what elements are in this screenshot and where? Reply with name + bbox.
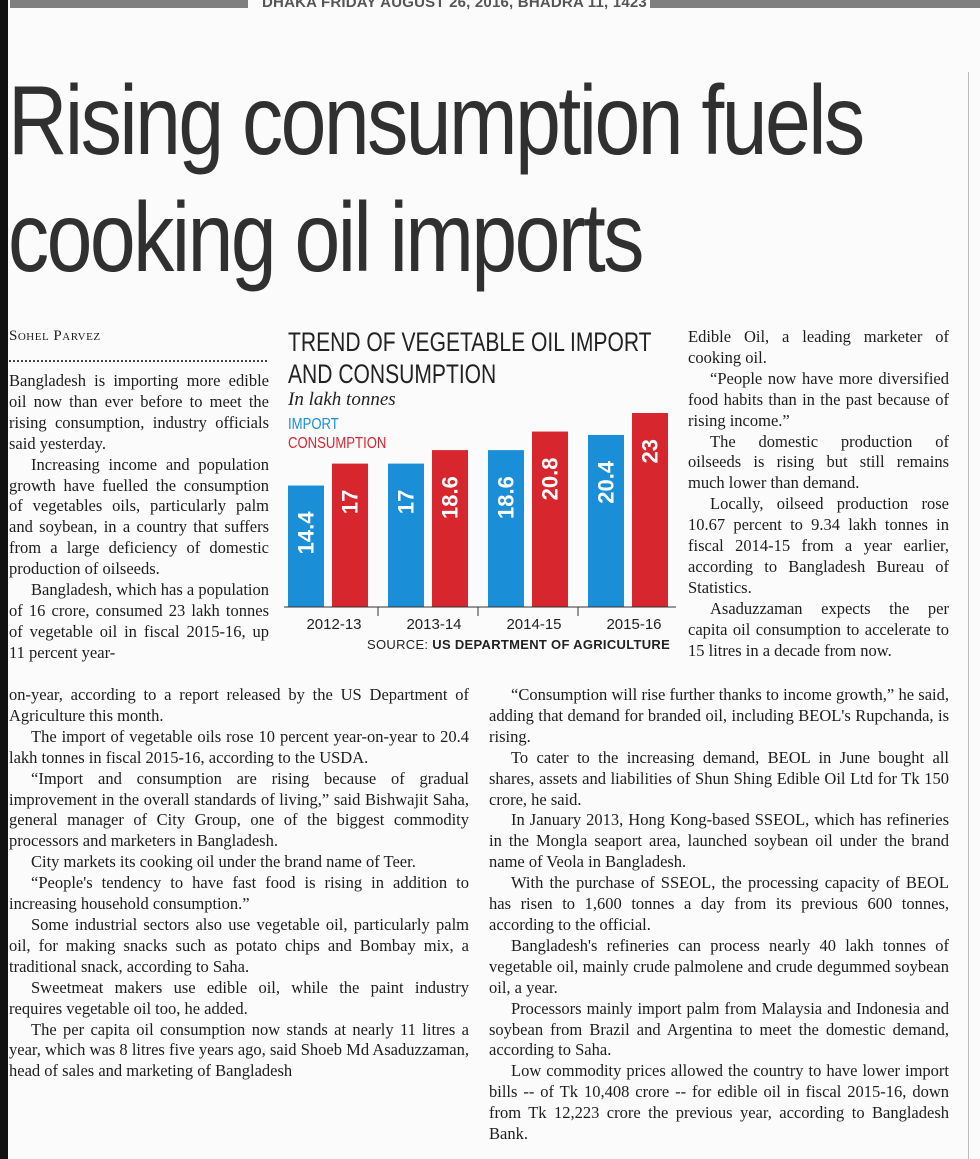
paragraph: To cater to the increasing demand, BEOL … — [489, 747, 949, 809]
paragraph: Low commodity prices allowed the country… — [489, 1061, 949, 1144]
chart-unit: In lakh tonnes — [288, 389, 396, 410]
data-label: 18.6 — [494, 476, 519, 519]
data-label: 20.8 — [538, 458, 563, 501]
chart-title-line-1: TREND OF VEGETABLE OIL IMPORT — [288, 327, 652, 357]
masthead-bar-right — [650, 0, 980, 8]
headline-line-1: Rising consumption fuels — [8, 65, 865, 175]
paragraph: “People now have more diversified food h… — [688, 368, 949, 430]
article-column-1: Bangladesh is importing more edible oil … — [9, 371, 269, 664]
paragraph: Increasing income and population growth … — [9, 454, 269, 579]
bar-consumption-2012-13 — [332, 463, 368, 607]
paragraph: “Consumption will rise further thanks to… — [489, 685, 949, 746]
paragraph: Sweetmeat makers use edible oil, while t… — [9, 977, 469, 1018]
bar-import-2014-15 — [488, 450, 524, 607]
page-edge — [0, 0, 8, 1159]
masthead-bar-left — [10, 0, 248, 8]
paragraph: Bangladesh is importing more edible oil … — [9, 371, 269, 453]
article-column-2: Edible Oil, a leading marketer of cookin… — [688, 327, 949, 662]
chart-title: TREND OF VEGETABLE OIL IMPORT AND CONSUM… — [288, 326, 652, 390]
headline-line-2: cooking oil imports — [8, 182, 644, 292]
paragraph: Bangladesh, which has a population of 16… — [9, 580, 269, 662]
x-tick-label: 2013-14 — [406, 616, 461, 633]
paragraph: The domestic production of oilseeds is r… — [688, 431, 949, 493]
x-tick-label: 2012-13 — [306, 616, 361, 633]
data-label: 17 — [394, 490, 419, 514]
paragraph: “People's tendency to have fast food is … — [9, 873, 469, 914]
paragraph: Edible Oil, a leading marketer of cookin… — [688, 327, 949, 367]
paragraph: “Import and consumption are rising becau… — [9, 768, 469, 851]
x-tick-label: 2014-15 — [506, 616, 561, 633]
paragraph: With the purchase of SSEOL, the processi… — [489, 873, 949, 934]
bar-import-2012-13 — [288, 485, 324, 607]
data-label: 20.4 — [594, 460, 619, 504]
bar-consumption-2015-16 — [632, 413, 668, 607]
article-column-1-wide: on-year, according to a report released … — [9, 685, 469, 1082]
data-label: 18.6 — [438, 476, 463, 519]
paragraph: Bangladesh's refineries can process near… — [489, 935, 949, 997]
article-column-2-wide: “Consumption will rise further thanks to… — [489, 685, 949, 1145]
paragraph: Asaduzzaman expects the per capita oil c… — [688, 598, 949, 660]
legend-import: IMPORT — [288, 416, 339, 433]
headline: Rising consumption fuels cooking oil imp… — [8, 62, 865, 296]
dateline: DHAKA FRIDAY AUGUST 26, 2016, BHADRA 11,… — [262, 0, 673, 11]
legend-consumption: CONSUMPTION — [288, 435, 387, 452]
bar-consumption-2013-14 — [432, 450, 468, 607]
paragraph: Some industrial sectors also use vegetab… — [9, 914, 469, 976]
paragraph: Processors mainly import palm from Malay… — [489, 998, 949, 1060]
data-label: 14.4 — [294, 511, 319, 555]
bar-consumption-2014-15 — [532, 431, 568, 607]
chart-source: SOURCE: US DEPARTMENT OF AGRICULTURE — [367, 637, 670, 652]
paragraph: City markets its cooking oil under the b… — [31, 852, 416, 872]
paragraph: The import of vegetable oils rose 10 per… — [9, 726, 469, 767]
data-label: 17 — [338, 490, 363, 514]
x-tick-label: 2015-16 — [606, 616, 661, 633]
paragraph: on-year, according to a report released … — [9, 685, 469, 725]
paragraph: The per capita oil consumption now stand… — [9, 1019, 469, 1081]
byline: Sohel Parvez — [9, 328, 101, 344]
chart-source-prefix: SOURCE: — [367, 637, 429, 652]
bar-import-2013-14 — [388, 463, 424, 607]
paragraph: In January 2013, Hong Kong-based SSEOL, … — [489, 810, 949, 872]
paragraph: Locally, oilseed production rose 10.67 p… — [688, 494, 949, 597]
byline-divider — [9, 360, 267, 362]
bar-chart: 14.4 17 2012-13 17 18.6 2013-14 18.6 20.8 2014-1… — [284, 413, 676, 633]
column-rule — [968, 72, 969, 1159]
chart-source-name: US DEPARTMENT OF AGRICULTURE — [432, 637, 671, 652]
bar-import-2015-16 — [588, 434, 624, 607]
data-label: 23 — [638, 439, 663, 463]
chart-title-line-2: AND CONSUMPTION — [288, 359, 497, 389]
